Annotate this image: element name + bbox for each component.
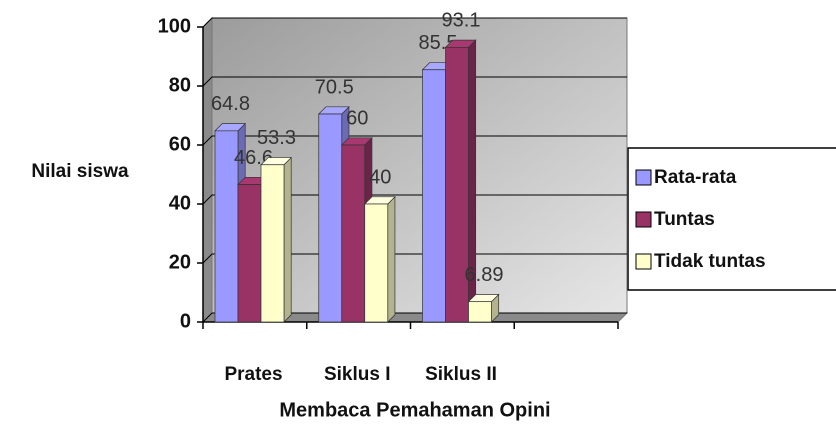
legend-label: Rata-rata bbox=[654, 167, 737, 188]
bar bbox=[318, 113, 343, 323]
bar bbox=[260, 164, 285, 323]
y-tick-label: 80 bbox=[169, 74, 191, 96]
legend-box bbox=[627, 147, 836, 291]
data-label: 70.5 bbox=[315, 76, 354, 98]
data-label: 93.1 bbox=[442, 10, 481, 32]
bar-side bbox=[387, 195, 396, 323]
legend-swatch bbox=[635, 211, 652, 228]
bar bbox=[445, 47, 469, 323]
y-tick-label: 100 bbox=[158, 15, 191, 37]
bar bbox=[341, 144, 366, 323]
y-axis-label: Nilai siswa bbox=[31, 161, 129, 182]
bar bbox=[422, 69, 446, 323]
data-label: 53.3 bbox=[257, 127, 296, 149]
bar bbox=[364, 203, 389, 323]
x-tick-label: Siklus II bbox=[425, 364, 497, 385]
data-label: 40 bbox=[369, 166, 391, 188]
grid-line bbox=[202, 135, 627, 146]
x-tick-label: Siklus I bbox=[324, 364, 391, 385]
bar bbox=[468, 301, 492, 323]
legend-swatch bbox=[635, 169, 652, 186]
y-tick-label: 20 bbox=[169, 251, 191, 273]
grid-line bbox=[202, 253, 627, 264]
legend-label: Tidak tuntas bbox=[654, 251, 766, 272]
x-axis-label: Membaca Pemahaman Opini bbox=[279, 399, 550, 421]
y-tick-label: 60 bbox=[169, 133, 191, 155]
x-tick-label: Prates bbox=[224, 364, 282, 385]
side-wall bbox=[202, 16, 213, 324]
grid-line bbox=[202, 194, 627, 205]
y-tick-label: 0 bbox=[180, 310, 191, 332]
data-label: 60 bbox=[346, 107, 368, 129]
legend-label: Tuntas bbox=[654, 209, 715, 230]
legend-swatch bbox=[635, 253, 652, 270]
y-tick-label: 40 bbox=[169, 192, 191, 214]
bar bbox=[237, 184, 262, 323]
grid-line bbox=[202, 76, 627, 87]
bar-side bbox=[283, 156, 292, 323]
grid-line bbox=[202, 17, 627, 28]
data-label: 64.8 bbox=[211, 93, 250, 115]
data-label: 6.89 bbox=[465, 264, 504, 286]
